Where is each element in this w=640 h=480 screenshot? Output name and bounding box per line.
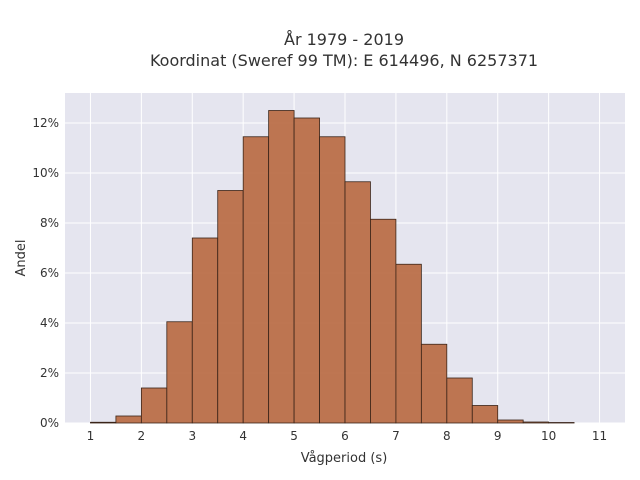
- y-tick-label: 6%: [40, 266, 59, 280]
- histogram-bar: [370, 218, 397, 424]
- histogram-bar: [191, 237, 219, 424]
- histogram-bar: [293, 117, 320, 424]
- histogram-bar: [395, 263, 422, 424]
- y-tick-label: 12%: [32, 116, 59, 130]
- histogram-bar: [242, 136, 270, 424]
- histogram-bar: [140, 387, 168, 424]
- x-tick-label: 2: [138, 429, 146, 443]
- histogram-bar: [497, 419, 524, 424]
- y-axis-ticks: 0% 2% 4% 6% 8% 10% 12%: [32, 116, 59, 430]
- y-tick-label: 0%: [40, 416, 59, 430]
- histogram-bar: [548, 422, 575, 424]
- y-tick-label: 10%: [32, 166, 59, 180]
- histogram-bar: [115, 415, 142, 424]
- y-axis-label: Andel: [14, 240, 29, 277]
- x-tick-label: 5: [290, 429, 298, 443]
- histogram-bar: [217, 190, 244, 424]
- x-tick-label: 3: [188, 429, 196, 443]
- x-axis-ticks: 1 2 3 4 5 6 7 8 9 10 11: [87, 429, 608, 443]
- histogram-bar: [522, 421, 550, 424]
- x-tick-label: 7: [392, 429, 400, 443]
- chart-title: År 1979 - 2019: [284, 30, 404, 49]
- histogram-bar: [471, 405, 499, 424]
- x-tick-label: 6: [341, 429, 349, 443]
- histogram-bar: [446, 377, 473, 424]
- histogram-bar: [420, 343, 448, 424]
- histogram-bar: [319, 136, 346, 424]
- histogram-bar: [268, 110, 295, 424]
- y-tick-label: 8%: [40, 216, 59, 230]
- x-tick-label: 8: [443, 429, 451, 443]
- histogram-bars: [90, 110, 575, 424]
- y-tick-label: 2%: [40, 366, 59, 380]
- y-tick-label: 4%: [40, 316, 59, 330]
- x-tick-label: 11: [592, 429, 607, 443]
- x-axis-label: Vågperiod (s): [301, 451, 388, 466]
- histogram-bar: [344, 181, 371, 424]
- x-tick-label: 4: [239, 429, 247, 443]
- chart-subtitle: Koordinat (Sweref 99 TM): E 614496, N 62…: [150, 51, 538, 70]
- histogram-bar: [90, 421, 117, 424]
- histogram-bar: [166, 321, 193, 424]
- x-tick-label: 10: [541, 429, 556, 443]
- x-tick-label: 1: [87, 429, 95, 443]
- x-tick-label: 9: [494, 429, 502, 443]
